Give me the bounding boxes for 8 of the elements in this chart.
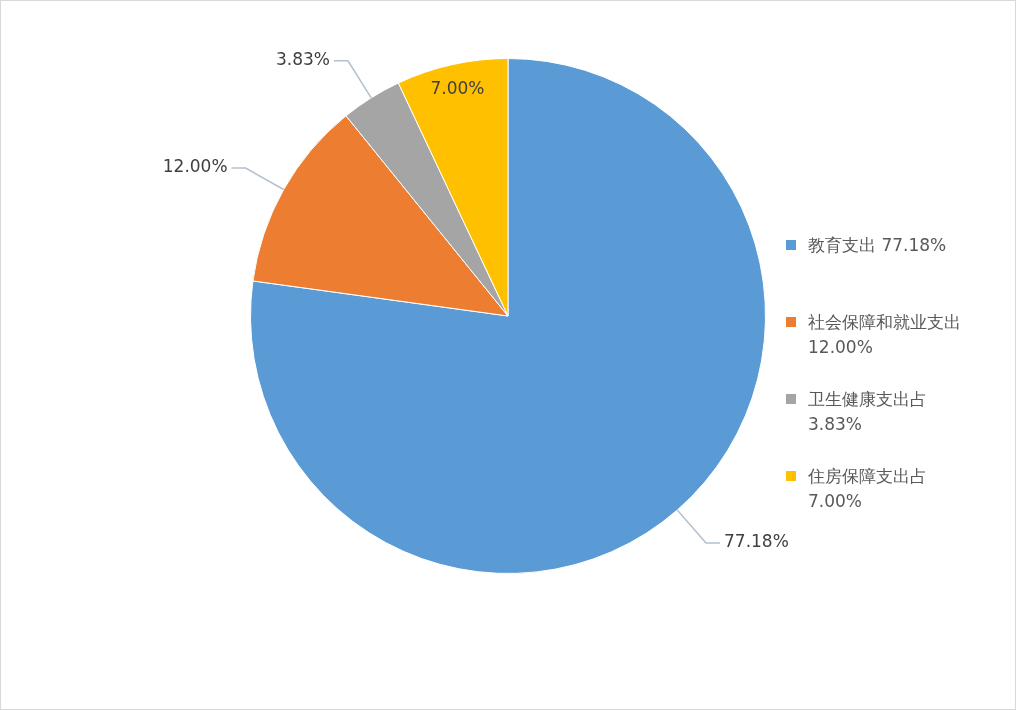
data-label: 3.83% [275, 49, 330, 70]
data-label: 7.00% [430, 78, 485, 99]
legend-label: 教育支出 77.18% [808, 234, 948, 257]
data-label: 77.18% [724, 531, 789, 552]
legend-label: 住房保障支出占 7.00% [808, 465, 928, 513]
data-label: 12.00% [162, 156, 228, 177]
legend-label: 卫生健康支出占 3.83% [808, 388, 928, 436]
legend-label: 社会保障和就业支出 12.00% [808, 311, 962, 359]
